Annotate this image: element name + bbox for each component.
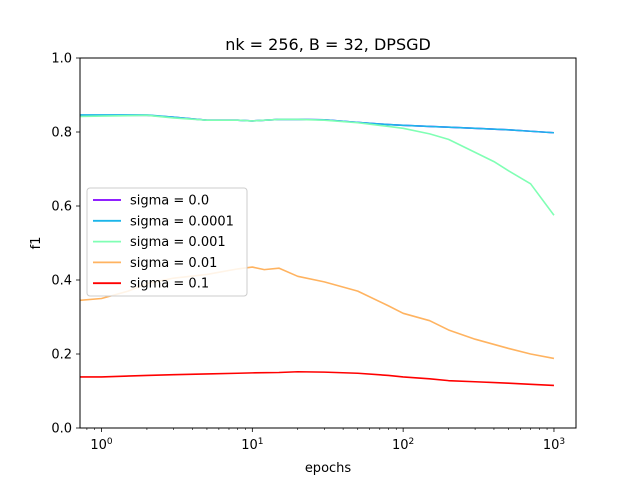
y-tick-label: 0.4 (51, 274, 72, 289)
chart-title: nk = 256, B = 32, DPSGD (225, 35, 431, 54)
y-tick-label: 0.0 (51, 422, 72, 437)
y-tick-label: 0.6 (51, 200, 72, 215)
x-axis-ticks: 100 101 102 103 (86, 428, 565, 453)
legend-label-2: sigma = 0.001 (130, 235, 226, 250)
y-tick-label: 0.2 (51, 348, 72, 363)
legend-label-4: sigma = 0.1 (130, 277, 209, 292)
legend-label-3: sigma = 0.01 (130, 256, 217, 271)
series-line-4 (80, 370, 554, 387)
x-tick-label: 100 (90, 437, 113, 453)
legend: sigma = 0.0 sigma = 0.0001 sigma = 0.001 si… (86, 187, 248, 297)
legend-label-0: sigma = 0.0 (130, 194, 209, 209)
y-axis-label: f1 (29, 237, 44, 250)
y-tick-label: 0.8 (51, 126, 72, 141)
x-tick-label: 101 (241, 437, 263, 453)
plot-frame (79, 57, 577, 429)
y-tick-label: 1.0 (51, 52, 72, 67)
legend-label-1: sigma = 0.0001 (130, 214, 234, 229)
x-axis-label: epochs (305, 461, 352, 476)
y-axis-ticks: 0.0 0.2 0.4 0.6 0.8 1.0 (51, 52, 80, 437)
series-line-2 (79, 114, 555, 216)
x-tick-label: 103 (543, 437, 565, 453)
x-tick-label: 102 (392, 437, 414, 453)
legend-box (86, 187, 248, 297)
